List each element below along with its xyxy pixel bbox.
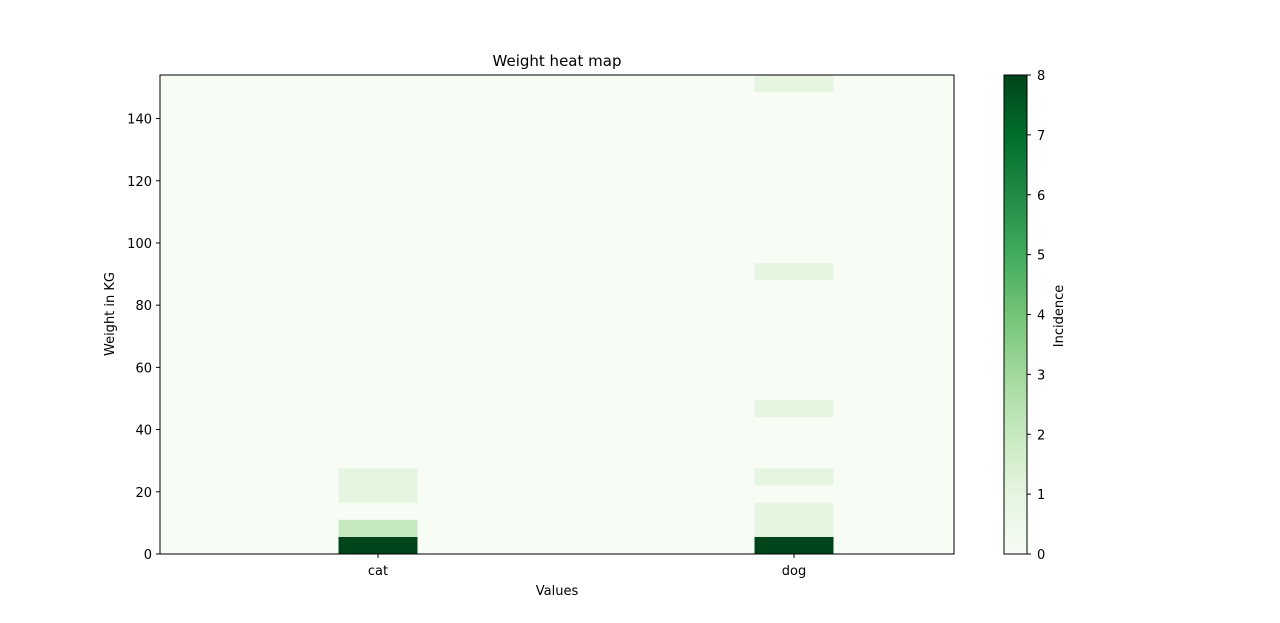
colorbar: 0 1 2 3 4 5 6 7 8 Incidence <box>1003 69 1067 563</box>
y-axis: 0 20 40 60 80 100 120 140 <box>127 113 160 563</box>
y-tick-label: 60 <box>135 361 152 376</box>
colorbar-tick-label: 8 <box>1037 69 1045 84</box>
heatmap-cell-dog <box>754 263 834 281</box>
x-tick-label: dog <box>782 564 806 579</box>
colorbar-tick-label: 7 <box>1037 129 1045 144</box>
heatmap-cell-dog <box>754 400 834 418</box>
x-tick-label: cat <box>368 564 388 579</box>
heatmap-cell-cat <box>338 536 418 554</box>
colorbar-tick-label: 1 <box>1037 488 1045 503</box>
heatmap-cell-cat <box>338 468 418 503</box>
colorbar-tick-label: 2 <box>1037 428 1045 443</box>
heatmap-cell-dog <box>754 75 834 93</box>
colorbar-tick-label: 0 <box>1037 548 1045 563</box>
heatmap-cell-dog <box>754 502 834 537</box>
heatmap-cell-dog <box>754 468 834 486</box>
y-tick-label: 0 <box>144 548 152 563</box>
plot-background <box>160 75 954 554</box>
y-tick-label: 140 <box>127 113 152 128</box>
colorbar-tick-label: 4 <box>1037 309 1045 324</box>
heatmap-cell-dog <box>754 536 834 554</box>
colorbar-tick-label: 6 <box>1037 189 1045 204</box>
chart-title: Weight heat map <box>493 52 622 70</box>
colorbar-ticks: 0 1 2 3 4 5 6 7 8 <box>1027 69 1045 563</box>
y-tick-label: 80 <box>135 299 152 314</box>
heatmap-cells <box>338 75 834 554</box>
colorbar-label: Incidence <box>1052 285 1067 347</box>
colorbar-tick-label: 5 <box>1037 249 1045 264</box>
colorbar-tick-label: 3 <box>1037 368 1045 383</box>
y-tick-label: 20 <box>135 486 152 501</box>
x-axis-label: Values <box>536 584 579 599</box>
heatmap-cell-cat <box>338 519 418 537</box>
x-axis: cat dog <box>368 554 806 579</box>
y-tick-label: 40 <box>135 424 152 439</box>
y-tick-label: 100 <box>127 237 152 252</box>
plot-frame <box>159 74 955 555</box>
plot-area <box>159 74 955 555</box>
colorbar-gradient <box>1003 74 1028 555</box>
y-tick-label: 120 <box>127 175 152 190</box>
y-axis-label: Weight in KG <box>103 272 118 356</box>
